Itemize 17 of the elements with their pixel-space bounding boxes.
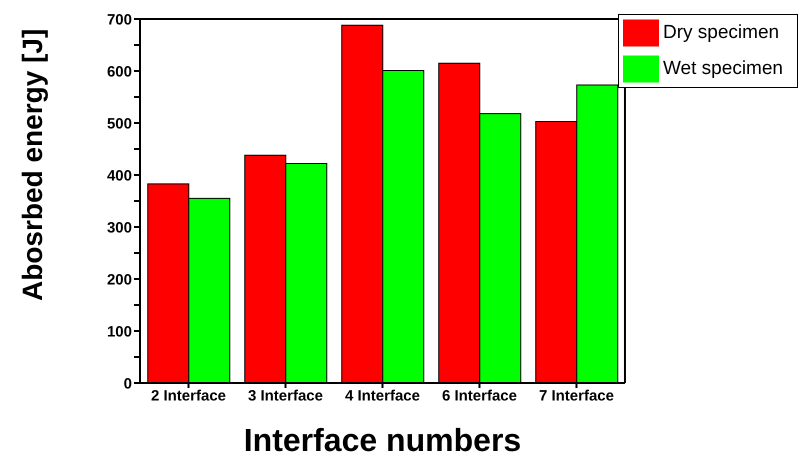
- x-tick-label: 4 Interface: [344, 388, 420, 405]
- x-tick-label: 7 Interface: [538, 388, 614, 405]
- legend-label: Wet specimen: [662, 58, 783, 80]
- y-tick-label: 0: [124, 375, 132, 392]
- y-tick-label: 300: [106, 219, 132, 236]
- x-tick-label: 6 Interface: [442, 388, 517, 405]
- x-tick-label: 2 Interface: [150, 388, 226, 405]
- y-tick-label: 600: [106, 63, 132, 80]
- x-axis-title: Interface numbers: [244, 422, 522, 458]
- y-tick-label: 200: [106, 271, 132, 288]
- legend-label: Dry specimen: [662, 22, 780, 44]
- x-tick-label: 3 Interface: [248, 388, 324, 405]
- y-axis-title: Abosrbed energy [J]: [16, 28, 48, 301]
- y-tick-label: 500: [106, 115, 132, 132]
- y-tick-label: 400: [106, 167, 132, 184]
- y-tick-label: 700: [106, 11, 132, 28]
- y-tick-label: 100: [106, 323, 132, 340]
